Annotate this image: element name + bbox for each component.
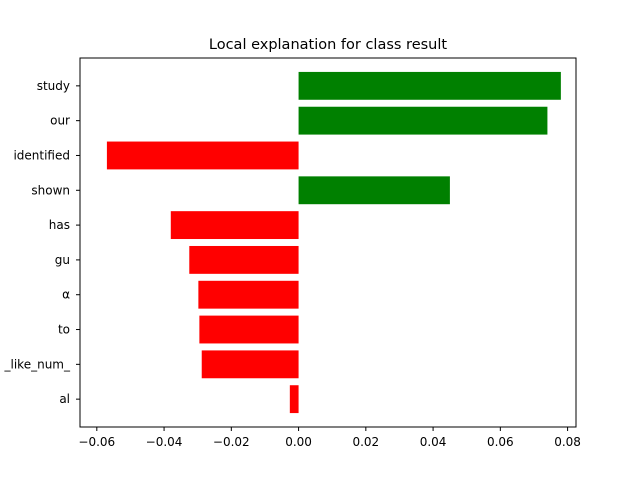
- y-tick-label: al: [59, 392, 70, 406]
- y-tick-label: identified: [13, 148, 70, 162]
- bar-6: [198, 280, 299, 309]
- bar-5: [189, 245, 299, 274]
- y-tick-label: has: [49, 218, 70, 232]
- bar-8: [201, 350, 299, 379]
- bar-7: [199, 315, 299, 344]
- chart-title: Local explanation for class result: [209, 37, 448, 53]
- bar-9: [289, 385, 299, 414]
- bar-2: [106, 141, 299, 170]
- y-tick-label: _like_num_: [4, 357, 71, 371]
- y-tick-label: gu: [55, 253, 70, 267]
- y-tick-label: study: [37, 79, 70, 93]
- plot-frame: [79, 57, 577, 428]
- y-axis: study our identified shown has gu α to _like_num…: [4, 79, 80, 406]
- x-tick-label: −0.02: [213, 435, 250, 449]
- bar-4: [170, 211, 299, 240]
- x-tick-label: 0.02: [352, 435, 379, 449]
- x-tick-label: −0.06: [78, 435, 115, 449]
- x-tick-label: 0.04: [420, 435, 447, 449]
- x-tick-label: 0.06: [487, 435, 514, 449]
- x-tick-label: 0.00: [285, 435, 312, 449]
- bars-group: [106, 71, 561, 414]
- x-axis: −0.06 −0.04 −0.02 0.00 0.02 0.04 0.06 0.08: [78, 427, 581, 449]
- bar-0: [298, 71, 561, 100]
- y-tick-label: α: [62, 288, 70, 302]
- y-tick-label: to: [58, 323, 70, 337]
- y-tick-label: shown: [31, 183, 70, 197]
- bar-3: [298, 176, 450, 205]
- x-tick-label: 0.08: [554, 435, 581, 449]
- y-tick-label: our: [50, 114, 70, 128]
- x-tick-label: −0.04: [146, 435, 183, 449]
- bar-1: [298, 106, 548, 135]
